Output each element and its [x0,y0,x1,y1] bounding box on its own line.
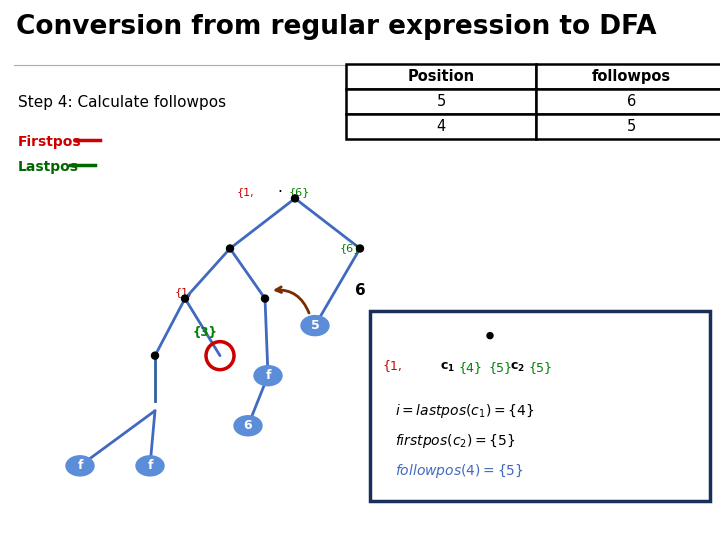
Ellipse shape [254,366,282,386]
Text: Darshan Institute of Engineering & Technology: Darshan Institute of Engineering & Techn… [431,516,706,529]
Text: {1,: {1, [175,288,193,298]
Text: {5}: {5} [528,361,552,374]
Circle shape [181,295,189,302]
Text: $followpos(4) = \{5\}$: $followpos(4) = \{5\}$ [395,462,523,480]
Circle shape [151,352,158,359]
Circle shape [261,295,269,302]
Text: $\mathbf{c_2}$: $\mathbf{c_2}$ [510,361,525,374]
Ellipse shape [234,416,262,436]
Text: {3}: {3} [193,326,218,339]
Text: f: f [265,369,271,382]
Text: ·: · [277,185,282,200]
Text: Unit – 2 : Lexical Analyzer: Unit – 2 : Lexical Analyzer [14,516,167,529]
Text: Step 4: Calculate followpos: Step 4: Calculate followpos [18,95,226,110]
Text: 6: 6 [355,283,366,298]
Text: $\mathbf{c_1}$: $\mathbf{c_1}$ [440,361,455,374]
Text: f: f [148,460,153,472]
Text: Firstpos: Firstpos [18,136,81,149]
Text: 79: 79 [331,516,346,529]
Circle shape [487,333,493,339]
Circle shape [292,195,299,202]
Text: $i = lastpos(c_1) = \{4\}$: $i = lastpos(c_1) = \{4\}$ [395,402,534,420]
Text: {6}: {6} [340,244,361,253]
Circle shape [356,245,364,252]
Text: {1,: {1, [382,359,402,372]
Text: Lastpos: Lastpos [18,160,79,174]
Text: {5}: {5} [488,361,512,374]
Circle shape [227,245,233,252]
Text: f: f [77,460,83,472]
Text: {6}: {6} [289,187,310,198]
Text: 5: 5 [310,319,320,332]
Ellipse shape [66,456,94,476]
Text: Conversion from regular expression to DFA: Conversion from regular expression to DF… [16,14,657,39]
Text: {1,: {1, [237,187,255,198]
Ellipse shape [136,456,164,476]
Text: $firstpos(c_2) = \{5\}$: $firstpos(c_2) = \{5\}$ [395,432,516,450]
Ellipse shape [301,315,329,336]
Text: {4}: {4} [458,361,482,374]
FancyBboxPatch shape [370,310,710,501]
Text: 6: 6 [243,419,252,433]
